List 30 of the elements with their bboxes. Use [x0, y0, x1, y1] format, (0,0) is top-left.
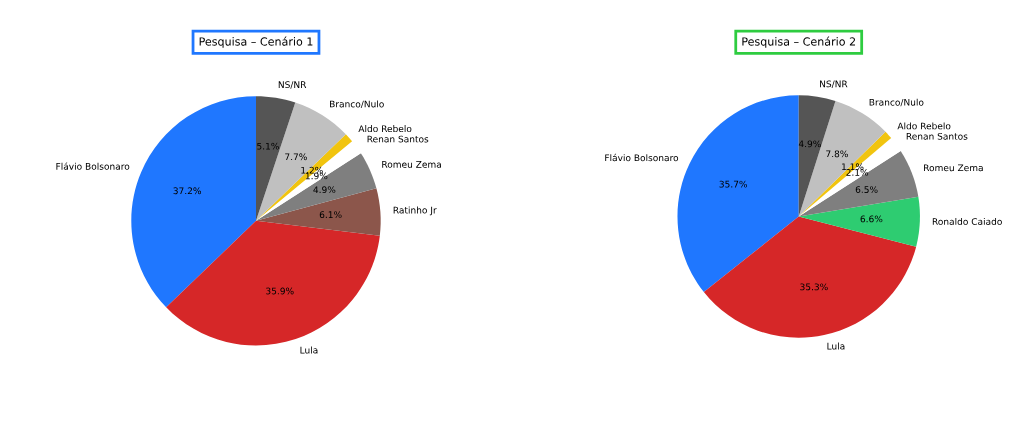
slice-label: Ronaldo Caiado [932, 218, 1002, 225]
data-label: 6.6% [860, 215, 883, 223]
slice-label: Aldo Rebelo [358, 125, 412, 133]
slice-label: Romeu Zema [382, 161, 441, 168]
data-label: 37.2% [173, 187, 201, 195]
chart-title: Pesquisa – Cenário 1 [199, 36, 313, 48]
slice-label: Ratinho Jr [393, 206, 437, 216]
data-label: 35.3% [800, 283, 828, 291]
slice-label: Lula [827, 342, 845, 350]
data-label: 4.9% [313, 186, 336, 194]
slice-label: Romeu Zema [924, 164, 983, 172]
chart-title: Pesquisa – Cenário 2 [742, 36, 856, 48]
data-label: 6.5% [855, 186, 878, 193]
slice-label: Lula [300, 346, 318, 354]
slice-label: Branco/Nulo [869, 98, 924, 107]
slice-label: Renan Santos [367, 135, 429, 143]
slice-label: NS/NR [278, 81, 307, 89]
data-label: 6.1% [319, 211, 342, 219]
slice-label: Branco/Nulo [330, 100, 384, 109]
data-label: 5.1% [257, 142, 279, 150]
slice-label: Aldo Rebelo [897, 122, 951, 130]
data-label: 4.9% [798, 140, 821, 148]
data-label: 7.7% [285, 153, 307, 161]
data-label: 35.7% [719, 180, 748, 188]
slice-label: Flávio Bolsonaro [56, 162, 130, 170]
slice-label: Renan Santos [906, 132, 968, 140]
data-label: 35.9% [266, 287, 294, 295]
data-label: 7.8% [826, 150, 848, 158]
slice-label: NS/NR [820, 80, 848, 89]
slice-label: Flávio Bolsonaro [605, 153, 679, 162]
